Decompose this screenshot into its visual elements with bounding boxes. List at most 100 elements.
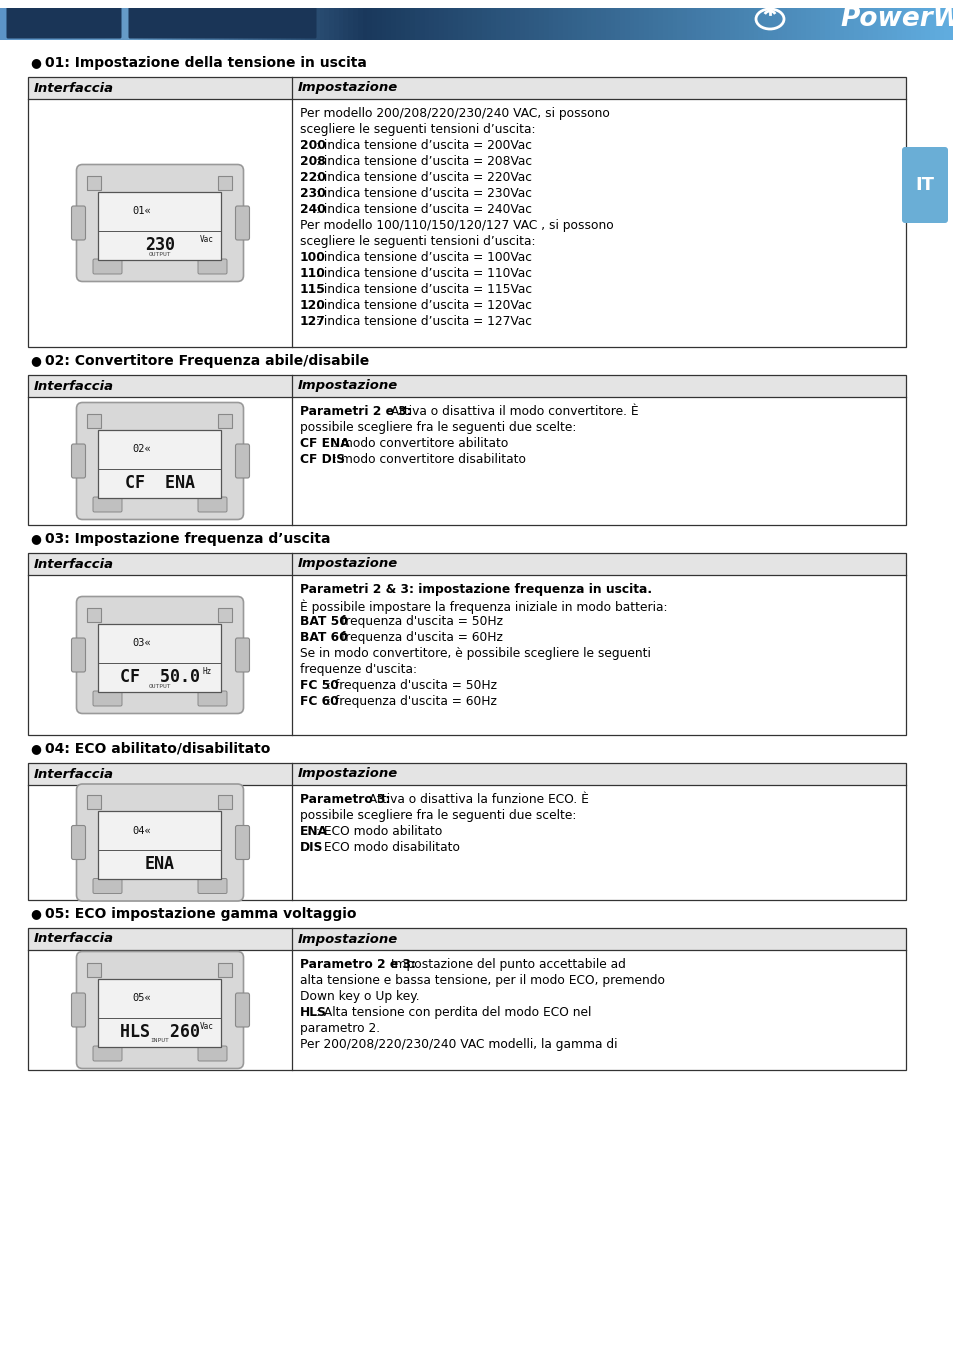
FancyBboxPatch shape [76, 402, 243, 520]
Bar [214, 0, 220, 40]
Bar [14, 0, 20, 40]
Bar [28, 554, 292, 575]
FancyBboxPatch shape [901, 147, 947, 223]
Text: : Alta tensione con perdita del modo ECO nel: : Alta tensione con perdita del modo ECO… [316, 1006, 591, 1019]
Text: : frequenza d'uscita = 60Hz: : frequenza d'uscita = 60Hz [333, 630, 502, 644]
Bar [858, 0, 863, 40]
FancyBboxPatch shape [76, 784, 243, 900]
Bar [238, 0, 244, 40]
Text: scegliere le seguenti tensioni d’uscita:: scegliere le seguenti tensioni d’uscita: [299, 235, 535, 248]
Bar [218, 795, 233, 809]
Bar [119, 0, 125, 40]
FancyBboxPatch shape [235, 444, 250, 478]
Text: frequenze d'uscita:: frequenze d'uscita: [299, 663, 416, 676]
Bar [762, 0, 768, 40]
Bar [586, 0, 592, 40]
Bar [148, 0, 153, 40]
Text: Impostazione: Impostazione [297, 768, 397, 780]
Bar [629, 0, 635, 40]
Bar [138, 0, 144, 40]
Text: Parametri 2 & 3: impostazione frequenza in uscita.: Parametri 2 & 3: impostazione frequenza … [299, 583, 652, 595]
Text: CF  ENA: CF ENA [125, 474, 194, 491]
Text: : indica tensione d’uscita = 115Vac: : indica tensione d’uscita = 115Vac [316, 284, 532, 296]
Text: possibile scegliere fra le seguenti due scelte:: possibile scegliere fra le seguenti due … [299, 421, 576, 433]
Text: 120: 120 [299, 298, 326, 312]
Bar [767, 0, 773, 40]
Bar [910, 0, 916, 40]
Bar [338, 0, 344, 40]
Text: ●: ● [30, 354, 41, 367]
Text: Down key o Up key.: Down key o Up key. [299, 990, 419, 1003]
Bar [28, 784, 905, 900]
Bar [648, 0, 654, 40]
Bar [143, 0, 149, 40]
Bar [157, 0, 163, 40]
Bar [88, 795, 101, 809]
Bar [191, 0, 196, 40]
Text: Parametro 2 e 3:: Parametro 2 e 3: [299, 958, 416, 971]
Bar [448, 0, 454, 40]
Bar [643, 0, 649, 40]
Bar [105, 0, 111, 40]
FancyBboxPatch shape [92, 497, 122, 512]
Text: 230: 230 [145, 235, 174, 254]
Bar [343, 0, 349, 40]
Bar [453, 0, 458, 40]
Bar [596, 0, 601, 40]
Bar [28, 375, 292, 397]
FancyBboxPatch shape [198, 691, 227, 706]
Bar [667, 0, 673, 40]
FancyBboxPatch shape [76, 165, 243, 282]
Bar [305, 0, 311, 40]
Bar [200, 0, 206, 40]
Bar [33, 0, 39, 40]
Bar [572, 0, 578, 40]
FancyBboxPatch shape [92, 259, 122, 274]
Bar [615, 0, 620, 40]
Bar [753, 0, 759, 40]
Text: : indica tensione d’uscita = 230Vac: : indica tensione d’uscita = 230Vac [316, 188, 532, 200]
Bar [314, 0, 320, 40]
Bar [133, 0, 139, 40]
Bar [276, 0, 282, 40]
Bar [262, 0, 268, 40]
Bar [634, 0, 639, 40]
Bar [28, 554, 905, 734]
Bar [367, 0, 373, 40]
Text: HLS: HLS [299, 1006, 327, 1019]
Text: IT: IT [915, 176, 934, 194]
Bar [28, 99, 905, 347]
Text: Interfaccia: Interfaccia [34, 768, 114, 780]
Text: Attiva o disattiva il modo convertitore. È: Attiva o disattiva il modo convertitore.… [387, 405, 639, 418]
FancyBboxPatch shape [198, 259, 227, 274]
Bar [562, 0, 568, 40]
Text: Vac: Vac [199, 1022, 213, 1030]
Text: : frequenza d'uscita = 60Hz: : frequenza d'uscita = 60Hz [327, 695, 497, 707]
Bar [653, 0, 659, 40]
Text: Per modello 100/110/150/120/127 VAC , si possono: Per modello 100/110/150/120/127 VAC , si… [299, 219, 613, 232]
Text: ●: ● [30, 907, 41, 919]
Bar [777, 0, 782, 40]
Bar [901, 0, 906, 40]
Bar [95, 0, 101, 40]
Bar [705, 0, 711, 40]
Bar [195, 0, 201, 40]
Bar [943, 0, 949, 40]
Bar [948, 0, 953, 40]
Text: Impostazione del punto accettabile ad: Impostazione del punto accettabile ad [387, 958, 625, 971]
Text: INPUT: INPUT [151, 1038, 170, 1044]
Bar [357, 0, 363, 40]
Bar [353, 0, 358, 40]
Bar [934, 0, 940, 40]
Bar [162, 0, 168, 40]
Bar [686, 0, 692, 40]
Text: 127: 127 [299, 315, 326, 328]
FancyBboxPatch shape [235, 825, 250, 860]
Bar [10, 0, 15, 40]
Bar [0, 0, 6, 40]
Bar [152, 0, 158, 40]
Bar [28, 927, 292, 950]
Text: Interfaccia: Interfaccia [34, 933, 114, 945]
Bar [519, 0, 525, 40]
Bar [700, 0, 706, 40]
